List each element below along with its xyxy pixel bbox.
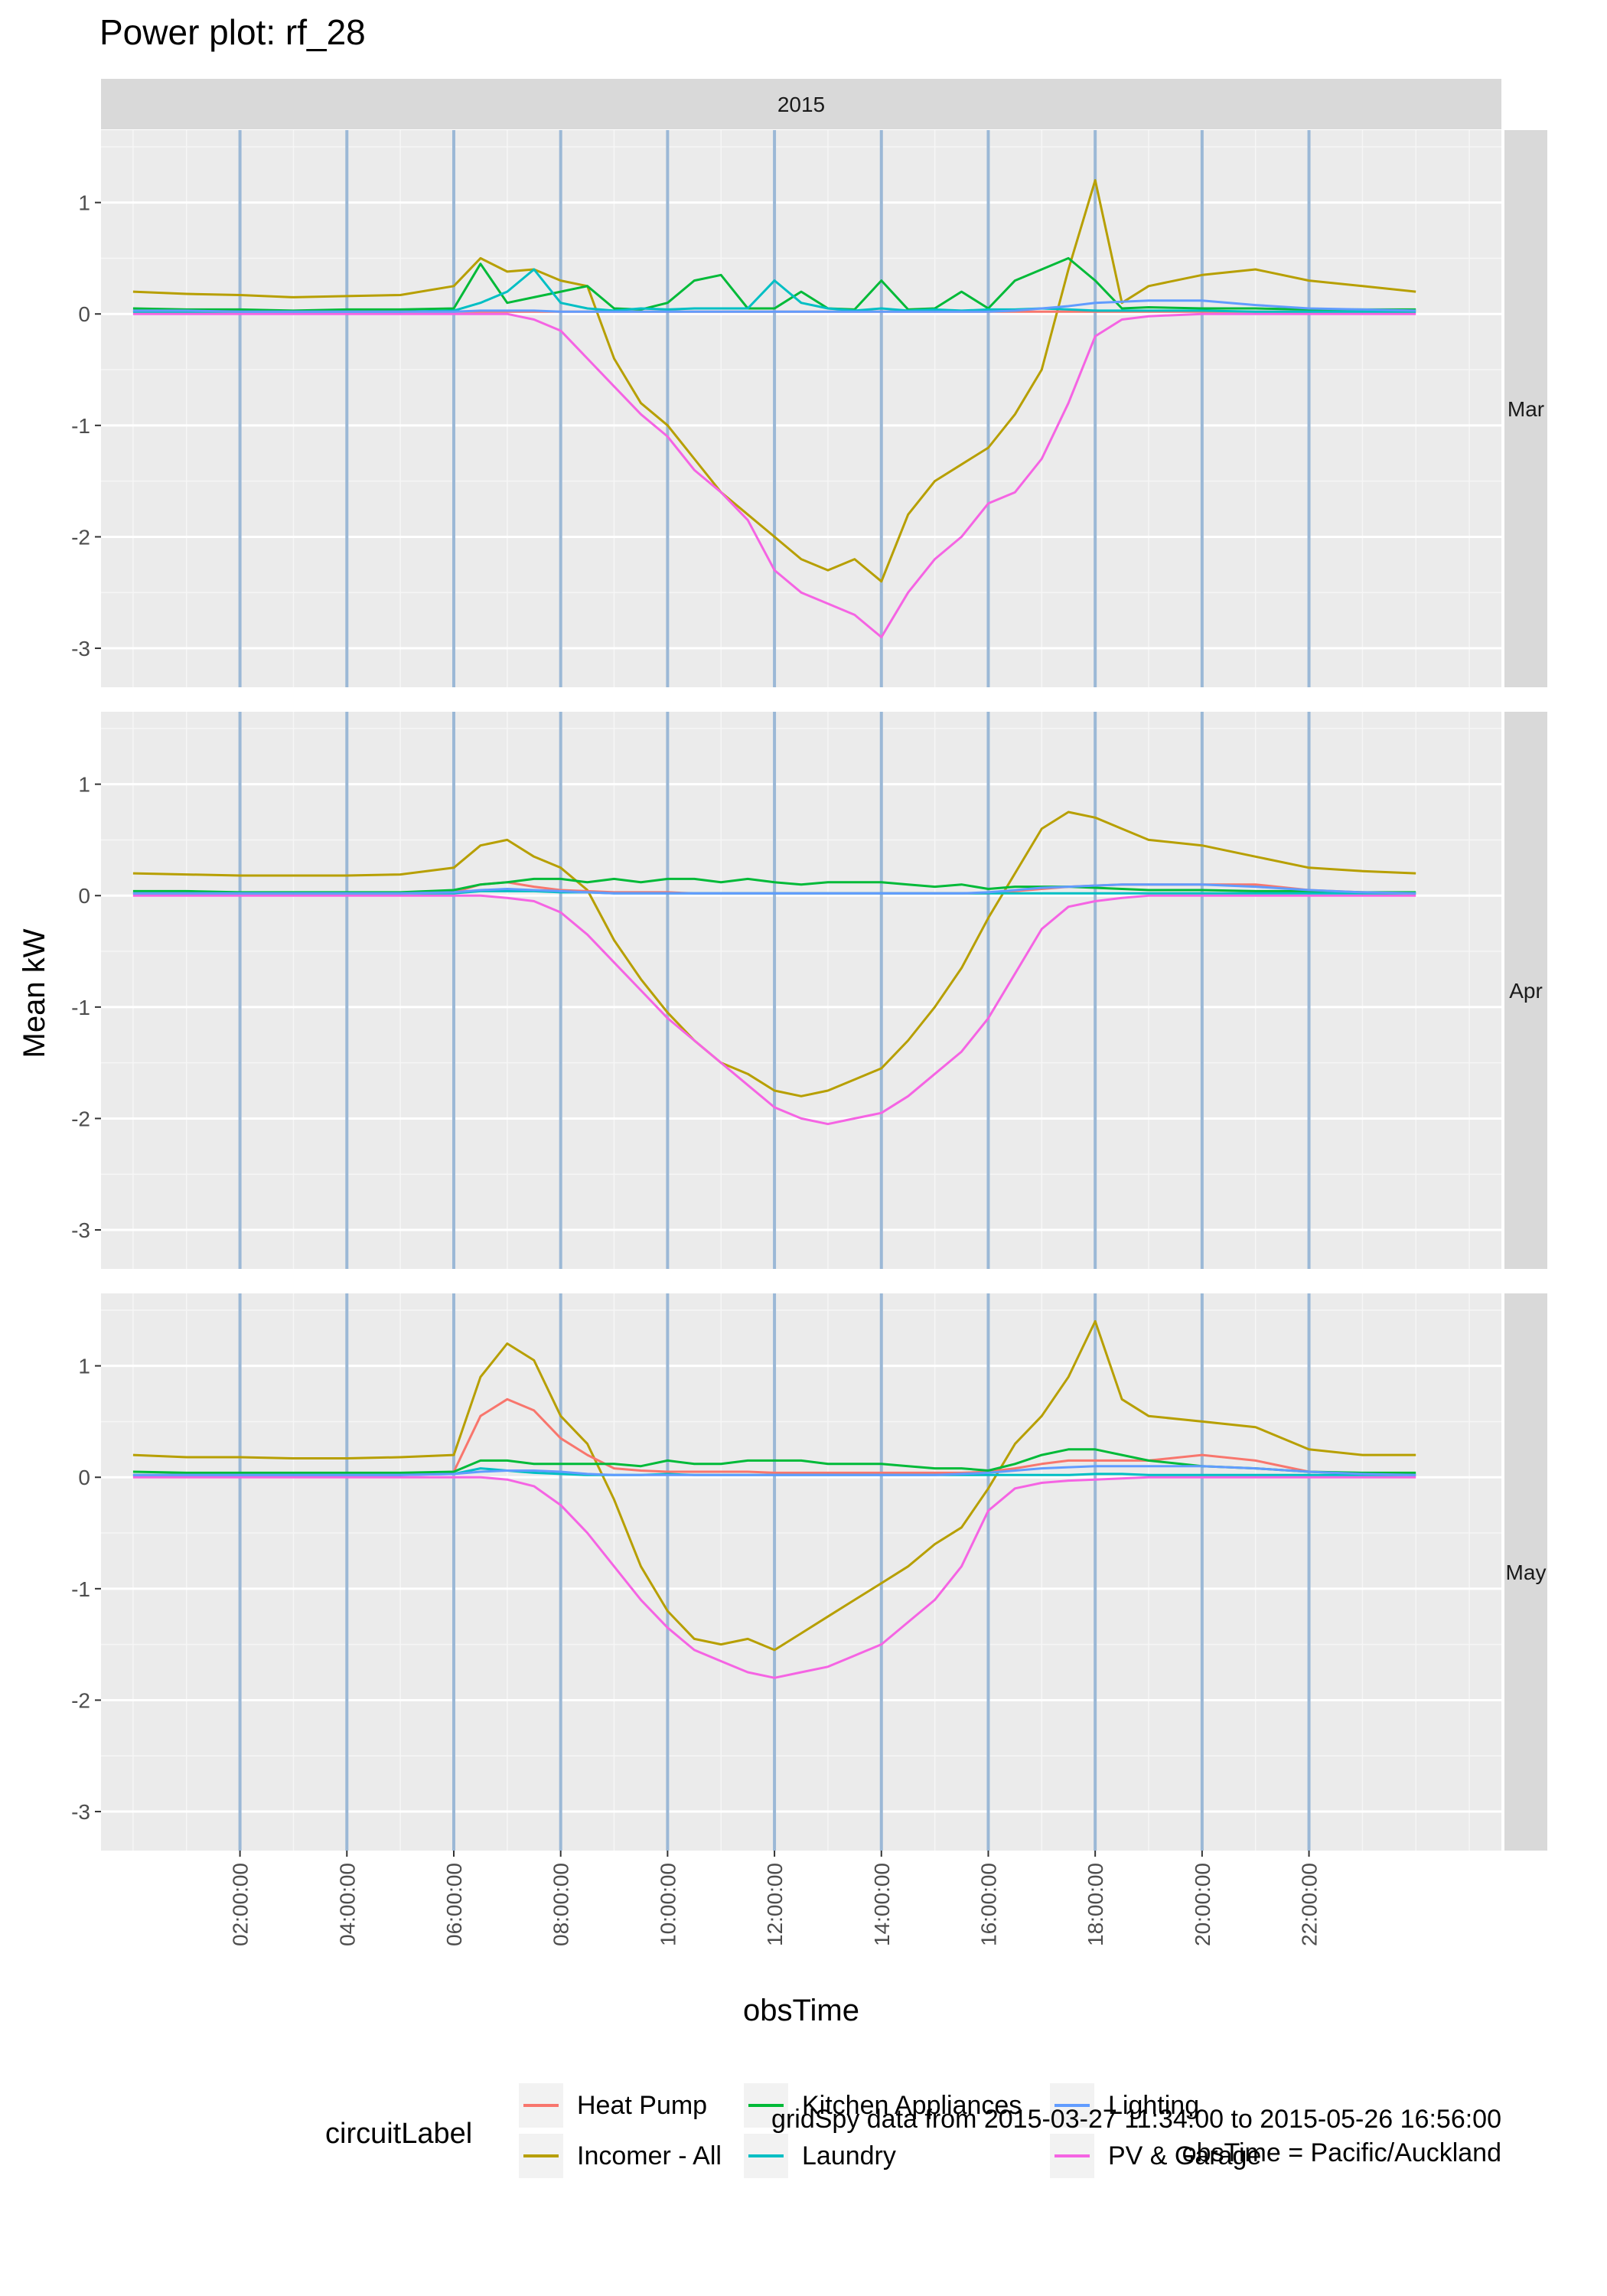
caption: gridSpy data from 2015-03-27 11:34:00 to… [771,2105,1501,2167]
top-strip: 2015 [101,79,1501,129]
y-tick-label: -3 [71,1800,90,1824]
legend-title: circuitLabel [325,2118,472,2150]
y-tick-label: 1 [78,773,90,797]
y-tick-label: -1 [71,996,90,1019]
facet-label: May [1506,1561,1547,1584]
series-line-lighting [132,1465,1416,1476]
caption-line-2: obsTime = Pacific/Auckland [1182,2138,1501,2167]
legend-item-lighting: Lighting [1050,2083,1199,2128]
series-line-incomer-all [132,179,1416,583]
legend-item-kitchen-appliances: Kitchen Appliances [744,2083,1022,2128]
x-tick-label: 20:00:00 [1191,1863,1214,1946]
x-tick-label: 14:00:00 [870,1863,894,1946]
series-line-pv-garage [132,1476,1416,1679]
y-tick-label: -2 [71,1107,90,1130]
legend-item-heat-pump: Heat Pump [519,2083,707,2128]
series-line-pv-garage [132,312,1416,638]
y-axis-label: Mean kW [18,928,51,1058]
series-line-lighting [132,883,1416,895]
x-tick-label: 04:00:00 [335,1863,359,1946]
x-axis-label: obsTime [743,1994,859,2027]
chart-title: Power plot: rf_28 [99,12,366,52]
x-tick-label: 06:00:00 [442,1863,466,1946]
y-tick-label: -1 [71,414,90,438]
x-axis: 02:00:00 04:00:00 06:00:00 08:00:00 10:00:00… [229,1851,1322,1946]
legend-label: Kitchen Appliances [802,2091,1022,2120]
x-tick-label: 08:00:00 [549,1863,573,1946]
legend-label: Heat Pump [577,2091,707,2120]
x-tick-label: 12:00:00 [763,1863,787,1946]
facet-label: Mar [1508,397,1544,421]
series-line-lighting [132,299,1416,313]
x-tick-label: 10:00:00 [656,1863,680,1946]
legend-item-laundry: Laundry [744,2134,896,2178]
facet-label: Apr [1509,979,1543,1003]
panel-background [101,1293,1501,1851]
y-tick-label: -2 [71,525,90,549]
facet-strip [1504,712,1547,1269]
panel-apr: 1 0 -1 -2 -3 Apr [71,712,1547,1269]
top-strip-background [101,79,1501,129]
series-line-laundry [132,268,1416,313]
series-line-pv-garage [132,894,1416,1126]
panel-background [101,130,1501,687]
legend-label: Lighting [1108,2091,1199,2120]
y-tick-label: 1 [78,1355,90,1378]
y-tick-label: -2 [71,1688,90,1712]
x-tick-label: 18:00:00 [1084,1863,1107,1946]
series-line-heat-pump [132,1397,1416,1476]
x-tick-label: 22:00:00 [1298,1863,1322,1946]
y-tick-label: -1 [71,1577,90,1601]
panels: 1 0 -1 -2 -3 Mar 1 0 -1 -2 -3 Apr 1 0 -1 -2 -3 May [71,130,1547,1851]
y-tick-label: -3 [71,637,90,660]
legend-item-pv-garage: PV & Garage [1050,2134,1261,2178]
legend: circuitLabel Heat Pump Incomer - All Kitche… [325,2083,1261,2178]
panel-mar: 1 0 -1 -2 -3 Mar [71,130,1547,687]
facet-strip [1504,130,1547,687]
series-line-kitchen-appliances [132,1448,1416,1474]
legend-label: Incomer - All [577,2141,722,2170]
x-tick-label: 16:00:00 [976,1863,1000,1946]
y-tick-label: 0 [78,302,90,326]
x-tick-label: 02:00:00 [229,1863,253,1946]
y-tick-label: -3 [71,1218,90,1242]
top-strip-label: 2015 [777,93,825,116]
facet-strip [1504,1293,1547,1851]
series-line-kitchen-appliances [132,877,1416,894]
legend-label: Laundry [802,2141,896,2170]
y-tick-label: 1 [78,191,90,215]
series-line-incomer-all [132,1319,1416,1652]
y-tick-label: 0 [78,884,90,908]
y-tick-label: 0 [78,1466,90,1489]
panel-may: 1 0 -1 -2 -3 May [71,1293,1547,1851]
legend-item-incomer-all: Incomer - All [519,2134,722,2178]
panel-background [101,712,1501,1269]
series-line-incomer-all [132,810,1416,1097]
series-line-kitchen-appliances [132,256,1416,312]
legend-label: PV & Garage [1108,2141,1261,2170]
caption-line-1: gridSpy data from 2015-03-27 11:34:00 to… [771,2105,1501,2134]
